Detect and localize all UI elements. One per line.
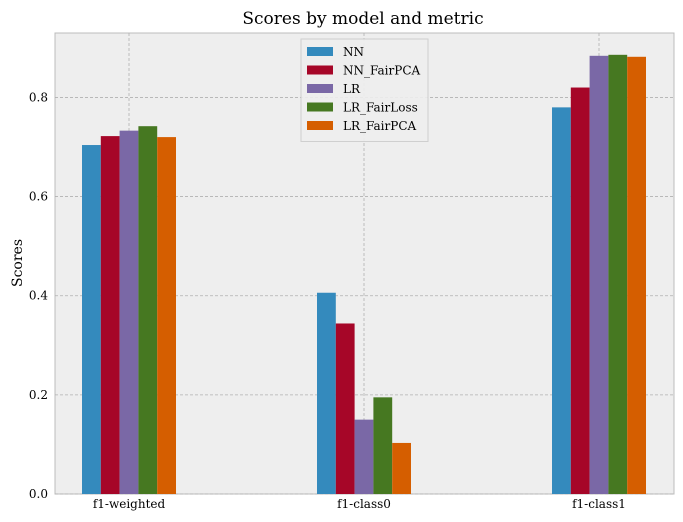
bar [627,56,646,494]
y-tick-label: 0.0 [29,487,48,501]
legend-entry: NN_FairPCA [343,64,420,78]
x-tick-label: f1-class1 [572,497,626,511]
bar [100,136,120,494]
legend-entry: NN [343,45,364,59]
bar [335,323,355,494]
bar [119,130,139,494]
legend: NN NN_FairPCA LR LR_FairLoss LR_FairPCA [300,38,429,142]
legend-entry: LR_FairPCA [343,119,417,133]
bar [138,126,158,494]
bar [608,54,628,494]
y-tick-label: 0.8 [29,90,48,104]
bar [157,137,176,494]
bar [552,107,571,495]
x-tick-label: f1-weighted [93,497,166,511]
chart-title: Scores by model and metric [242,9,483,29]
y-tick-label: 0.2 [29,388,48,402]
y-axis-label: Scores [10,239,26,287]
bar [570,87,590,494]
bar [354,419,374,494]
legend-swatch [307,84,333,93]
bar [317,292,336,494]
bar [589,55,609,494]
legend-swatch [307,102,333,112]
x-axis-ticks: f1-weighted f1-class0 f1-class1 [93,497,626,511]
bars-group [82,54,646,495]
x-tick-label: f1-class0 [337,497,391,511]
legend-entry: LR_FairLoss [343,101,418,115]
bar [373,397,393,494]
bar [392,442,411,494]
legend-swatch [307,47,333,56]
y-axis-ticks: 0.0 0.2 0.4 0.6 0.8 [29,90,48,501]
y-tick-label: 0.4 [29,289,48,303]
legend-entry: LR [343,82,361,96]
bar [82,145,101,494]
legend-swatch [307,65,333,75]
y-tick-label: 0.6 [29,190,48,204]
legend-swatch [307,121,333,130]
